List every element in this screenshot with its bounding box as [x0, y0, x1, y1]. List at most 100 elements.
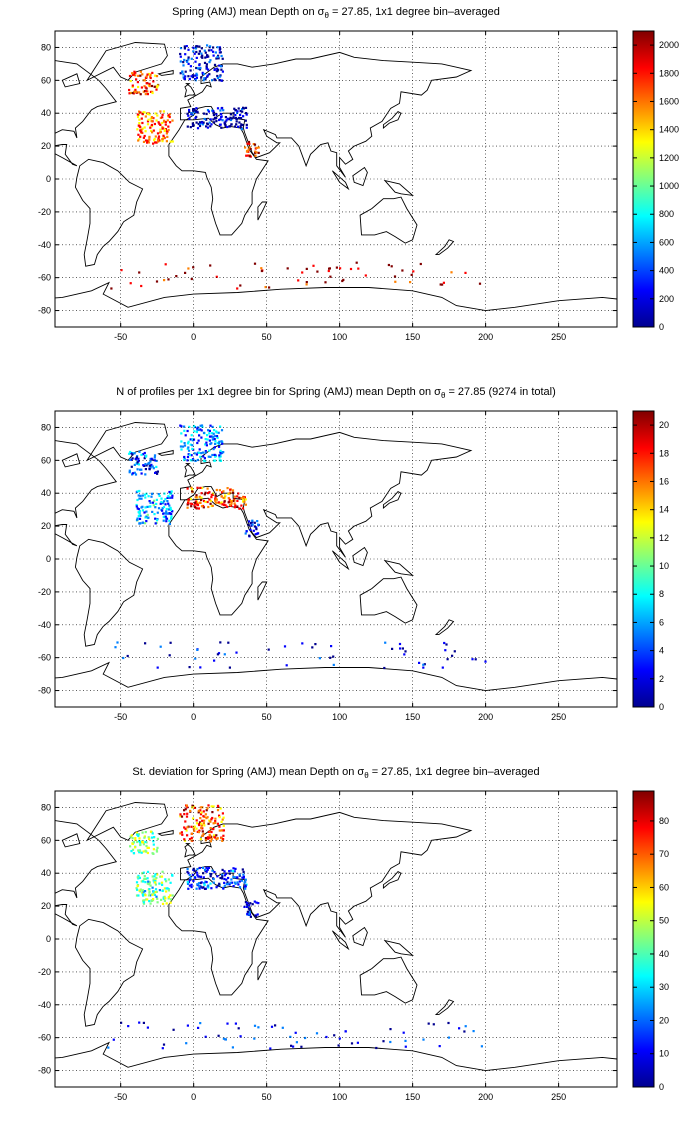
data-bin: [198, 121, 202, 124]
data-bin: [199, 813, 203, 816]
data-bin: [240, 879, 243, 882]
data-bin: [160, 497, 163, 500]
data-bin: [189, 438, 192, 441]
data-bin: [255, 915, 258, 918]
data-bin: [186, 812, 189, 815]
colorbar-tick-label: 4: [659, 646, 664, 656]
data-bin: [197, 428, 200, 432]
data-bin: [221, 442, 224, 445]
data-bin: [147, 72, 150, 76]
data-bin: [393, 275, 397, 278]
data-bin: [224, 120, 227, 123]
data-bin: [210, 49, 213, 52]
data-bin: [150, 84, 154, 88]
data-bin: [161, 121, 164, 125]
data-bin: [224, 504, 227, 507]
data-bin: [148, 82, 151, 85]
data-bin: [228, 883, 231, 886]
data-bin: [219, 118, 222, 121]
data-bin: [236, 125, 240, 128]
data-bin: [195, 503, 199, 506]
data-bin: [187, 825, 190, 828]
data-bin: [156, 472, 159, 475]
data-bin: [158, 889, 161, 892]
data-bin: [139, 74, 142, 77]
x-tick-label: 250: [551, 332, 566, 342]
data-bin: [204, 459, 207, 463]
data-bin: [169, 641, 172, 644]
data-bin: [193, 426, 196, 429]
data-bin: [164, 263, 167, 266]
coastline: [168, 877, 269, 996]
data-bin: [120, 1021, 123, 1024]
data-bin: [164, 503, 167, 506]
data-bin: [248, 146, 251, 149]
data-bin: [232, 885, 235, 888]
data-bin: [154, 881, 157, 884]
data-bin: [204, 880, 207, 883]
data-bin: [144, 115, 147, 118]
data-bin: [166, 119, 169, 122]
data-bin: [219, 451, 222, 454]
data-bin: [144, 139, 148, 142]
data-bin: [195, 453, 198, 456]
data-bin: [389, 1028, 392, 1031]
data-bin: [196, 874, 199, 877]
data-bin: [195, 107, 198, 110]
data-bin: [160, 500, 163, 504]
data-bin: [304, 1036, 307, 1040]
data-bin: [245, 905, 249, 908]
data-bin: [224, 124, 227, 127]
data-bin: [249, 528, 252, 531]
y-tick-label: -80: [38, 306, 51, 316]
data-bin: [203, 117, 206, 121]
data-bin: [143, 457, 146, 460]
data-bin: [167, 502, 170, 505]
data-bin: [198, 45, 201, 48]
data-bin: [143, 79, 146, 82]
data-bin: [198, 885, 201, 888]
y-tick-label: -80: [38, 1066, 51, 1076]
data-bin: [147, 118, 150, 121]
data-bin: [228, 870, 231, 873]
data-bin: [239, 1035, 242, 1038]
data-bin: [164, 515, 167, 518]
data-bin: [139, 135, 142, 138]
data-bin: [152, 129, 155, 132]
data-bin: [216, 436, 219, 439]
data-bin: [138, 517, 142, 520]
data-bin: [218, 123, 222, 126]
data-bin: [187, 499, 190, 503]
data-bin: [236, 287, 239, 290]
data-bin: [191, 502, 194, 505]
data-bin: [136, 507, 139, 510]
data-bin: [289, 1035, 292, 1038]
data-bin: [149, 894, 152, 897]
data-bin: [194, 116, 197, 120]
data-bin: [197, 451, 200, 454]
data-bin: [256, 532, 259, 535]
data-bin: [197, 507, 200, 510]
data-bin: [248, 520, 251, 523]
data-bin: [183, 47, 186, 50]
data-bin: [145, 515, 148, 518]
data-bin: [188, 117, 191, 120]
data-bin: [139, 129, 142, 132]
data-bin: [179, 424, 182, 427]
x-tick-label: 0: [191, 332, 196, 342]
data-bin: [144, 881, 147, 884]
data-bin: [208, 73, 211, 76]
data-bin: [162, 120, 166, 123]
data-bin: [427, 1022, 430, 1025]
data-bin: [183, 45, 186, 48]
data-bin: [228, 666, 231, 669]
data-bin: [231, 117, 234, 120]
data-bin: [186, 870, 189, 874]
data-bin: [192, 817, 195, 820]
data-bin: [191, 113, 194, 116]
data-bin: [205, 63, 208, 66]
data-bin: [230, 881, 233, 884]
data-bin: [138, 889, 141, 892]
data-bin: [142, 871, 145, 874]
data-bin: [205, 112, 208, 116]
